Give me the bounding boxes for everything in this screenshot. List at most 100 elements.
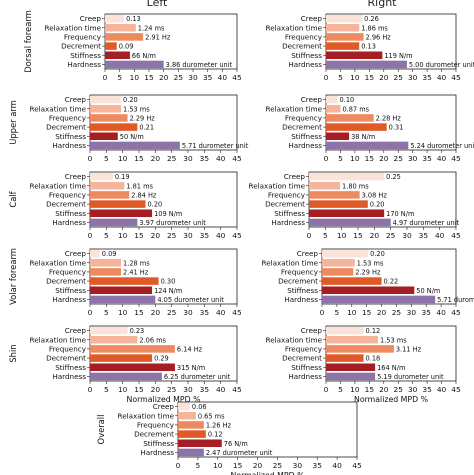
bar-upper-left-1 bbox=[90, 104, 122, 113]
category-label-dorsal-left-1: Relaxation time bbox=[45, 23, 102, 32]
xtick-label-shin-right-4: 20 bbox=[379, 385, 389, 394]
xtick-label-volar-right-2: 10 bbox=[347, 308, 357, 317]
xaxis-label-shin-left: Normalized MPD % bbox=[126, 395, 200, 404]
bar-shin-left-5 bbox=[90, 372, 162, 381]
data-label-volar-right-5: 5.71 durometer unit bbox=[437, 296, 474, 304]
xtick-label-volar-right-0: 0 bbox=[320, 308, 325, 317]
bar-dorsal-left-4 bbox=[105, 51, 130, 60]
data-label-shin-left-1: 2.06 ms bbox=[139, 336, 166, 344]
xtick-label-calf-right-1: 5 bbox=[323, 231, 328, 240]
bar-overall-5 bbox=[178, 448, 204, 457]
category-label-upper-right-1: Relaxation time bbox=[266, 104, 323, 113]
bar-calf-right-0 bbox=[309, 172, 385, 181]
bar-volar-left-4 bbox=[90, 286, 153, 295]
row-label-shin-left: Shin bbox=[8, 344, 18, 362]
xtick-label-volar-right-6: 30 bbox=[407, 308, 417, 317]
xtick-label-dorsal-right-8: 40 bbox=[437, 73, 447, 82]
category-label-calf-left-5: Hardness bbox=[52, 218, 86, 227]
category-label-shin-left-1: Relaxation time bbox=[30, 335, 87, 344]
xtick-label-upper-left-5: 25 bbox=[167, 154, 177, 163]
data-label-calf-left-1: 1.81 ms bbox=[126, 182, 153, 190]
category-label-dorsal-left-4: Stiffness bbox=[70, 51, 101, 60]
column-title-left: Left bbox=[147, 0, 168, 9]
bar-overall-3 bbox=[178, 430, 206, 438]
xtick-label-upper-right-1: 5 bbox=[338, 154, 343, 163]
bar-upper-left-2 bbox=[90, 114, 128, 122]
xtick-label-volar-left-2: 10 bbox=[118, 308, 128, 317]
xtick-label-shin-left-8: 40 bbox=[216, 385, 226, 394]
data-label-overall-2: 1.26 Hz bbox=[206, 422, 232, 430]
category-label-upper-left-2: Frequency bbox=[49, 114, 87, 123]
xtick-label-shin-left-4: 20 bbox=[151, 385, 161, 394]
category-label-shin-right-3: Decrement bbox=[282, 354, 322, 363]
row-label-upper-left: Upper arm bbox=[8, 100, 18, 145]
data-label-dorsal-right-2: 2.96 Hz bbox=[366, 34, 392, 42]
category-label-volar-left-3: Decrement bbox=[46, 277, 86, 286]
data-label-dorsal-left-5: 3.86 durometer unit bbox=[166, 61, 233, 69]
category-label-upper-left-0: Creep bbox=[65, 95, 87, 104]
category-label-upper-right-2: Frequency bbox=[285, 114, 323, 123]
data-label-overall-4: 76 N/m bbox=[224, 440, 248, 448]
xtick-label-dorsal-right-3: 15 bbox=[365, 73, 375, 82]
data-label-upper-right-3: 0.31 bbox=[389, 124, 404, 132]
xtick-label-volar-left-1: 5 bbox=[104, 308, 109, 317]
xtick-label-dorsal-left-1: 5 bbox=[117, 73, 122, 82]
data-label-dorsal-left-3: 0.09 bbox=[119, 43, 134, 51]
category-label-calf-left-1: Relaxation time bbox=[30, 181, 87, 190]
bar-dorsal-right-1 bbox=[326, 23, 360, 32]
data-label-shin-right-1: 1.53 ms bbox=[380, 336, 407, 344]
panel-frame-upper-left bbox=[89, 94, 238, 151]
xtick-label-shin-right-6: 30 bbox=[408, 385, 418, 394]
xtick-label-volar-right-4: 20 bbox=[377, 308, 387, 317]
xtick-label-upper-left-3: 15 bbox=[134, 154, 144, 163]
data-label-calf-left-4: 109 N/m bbox=[154, 210, 182, 218]
category-label-shin-left-0: Creep bbox=[65, 326, 87, 335]
bar-dorsal-right-4 bbox=[326, 51, 383, 60]
bar-calf-right-3 bbox=[309, 200, 368, 208]
xtick-label-calf-left-4: 20 bbox=[151, 231, 161, 240]
bar-dorsal-right-0 bbox=[326, 14, 363, 23]
bar-upper-left-0 bbox=[90, 95, 122, 104]
xtick-label-overall-8: 40 bbox=[332, 461, 342, 470]
data-label-shin-right-2: 3.11 Hz bbox=[396, 346, 422, 354]
bar-upper-left-3 bbox=[90, 123, 138, 131]
category-label-calf-right-1: Relaxation time bbox=[249, 181, 306, 190]
category-label-volar-left-0: Creep bbox=[65, 249, 87, 258]
category-label-dorsal-right-5: Hardness bbox=[288, 60, 322, 69]
data-label-upper-left-2: 2.29 Hz bbox=[130, 115, 156, 123]
data-label-shin-left-4: 315 N/m bbox=[177, 364, 205, 372]
category-label-calf-left-3: Decrement bbox=[46, 200, 86, 209]
bar-volar-right-4 bbox=[322, 286, 415, 295]
category-label-upper-right-5: Hardness bbox=[288, 141, 322, 150]
data-label-volar-left-2: 2.41 Hz bbox=[123, 269, 149, 277]
data-label-calf-right-5: 4.97 durometer unit bbox=[393, 219, 460, 227]
category-label-volar-right-5: Hardness bbox=[284, 295, 318, 304]
xtick-label-shin-right-7: 35 bbox=[422, 385, 432, 394]
category-label-volar-left-5: Hardness bbox=[52, 295, 86, 304]
bar-calf-right-5 bbox=[309, 218, 391, 227]
data-label-volar-right-0: 0.20 bbox=[370, 250, 385, 258]
xtick-label-upper-right-0: 0 bbox=[324, 154, 329, 163]
row-label-volar-left: Volar forearm bbox=[8, 248, 18, 305]
data-label-dorsal-left-0: 0.13 bbox=[126, 15, 141, 23]
data-label-upper-right-5: 5.24 durometer unit bbox=[410, 142, 474, 150]
xtick-label-dorsal-right-6: 30 bbox=[408, 73, 418, 82]
panel-frame-shin-right bbox=[325, 325, 457, 382]
xaxis-label-shin-right: Normalized MPD % bbox=[354, 395, 428, 404]
category-label-calf-right-4: Stiffness bbox=[274, 209, 305, 218]
xtick-label-shin-right-0: 0 bbox=[324, 385, 329, 394]
category-label-dorsal-right-0: Creep bbox=[301, 14, 323, 23]
bar-dorsal-left-0 bbox=[105, 14, 125, 23]
panel-frame-dorsal-left bbox=[104, 13, 238, 70]
data-label-upper-right-0: 0.10 bbox=[340, 96, 355, 104]
bar-calf-left-1 bbox=[90, 181, 125, 190]
xtick-label-calf-right-2: 10 bbox=[337, 231, 347, 240]
xtick-label-upper-right-5: 25 bbox=[394, 154, 404, 163]
xtick-label-overall-2: 10 bbox=[213, 461, 223, 470]
xtick-label-upper-right-2: 10 bbox=[350, 154, 360, 163]
xtick-label-upper-left-4: 20 bbox=[151, 154, 161, 163]
xtick-label-overall-6: 30 bbox=[293, 461, 303, 470]
xtick-label-calf-right-7: 35 bbox=[419, 231, 429, 240]
xtick-label-volar-left-3: 15 bbox=[134, 308, 144, 317]
xtick-label-overall-4: 20 bbox=[253, 461, 263, 470]
